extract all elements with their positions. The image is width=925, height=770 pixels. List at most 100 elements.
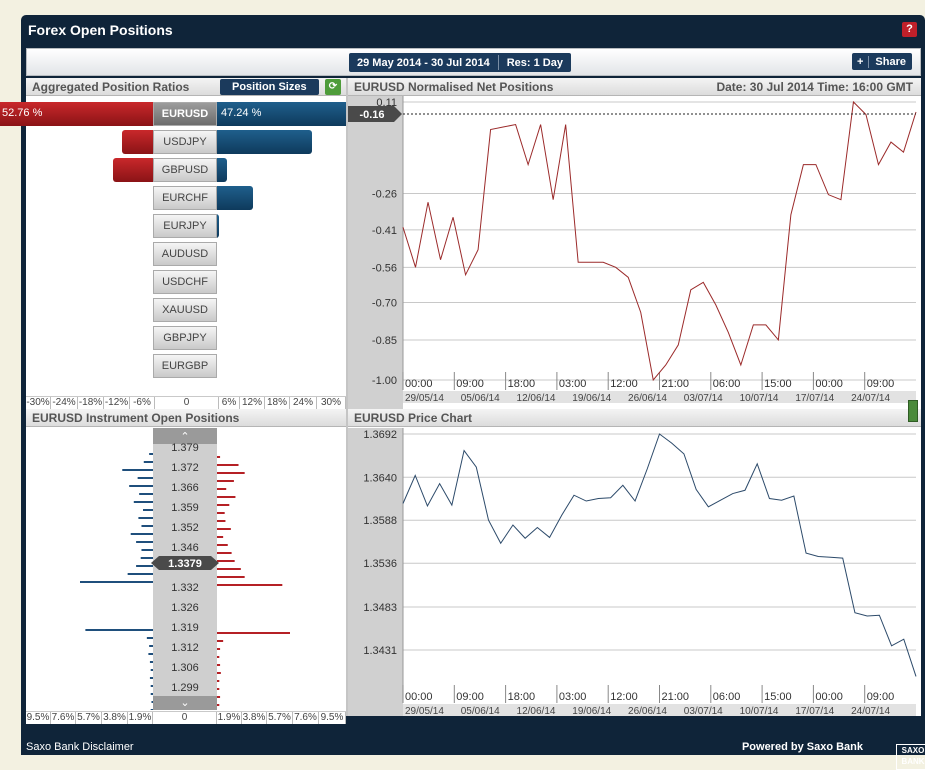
ratio-axis-tick: -24% <box>51 397 78 409</box>
saxo-bank-logo: SAXO BANK <box>896 744 925 770</box>
current-value-marker <box>348 106 402 122</box>
x-date-label: 19/06/14 <box>572 706 611 716</box>
x-time-label: 06:00 <box>713 691 741 703</box>
date-range-label[interactable]: 29 May 2014 - 30 Jul 2014 <box>357 56 490 69</box>
long-position-bar <box>217 488 227 490</box>
pair-button-gbpjpy[interactable]: GBPJPY <box>153 326 217 350</box>
share-button[interactable]: + Share <box>851 53 912 70</box>
resize-handle[interactable] <box>908 400 918 422</box>
open-positions-header: EURUSD Instrument Open Positions <box>26 409 346 427</box>
x-date-label: 03/07/14 <box>684 393 723 404</box>
y-tick-label: -0.56 <box>372 262 397 274</box>
date-strip <box>403 391 916 403</box>
series-line <box>402 100 917 382</box>
ratio-axis-tick: 30% <box>317 397 346 409</box>
x-time-label: 09:00 <box>867 378 895 390</box>
price-level-label: 1.319 <box>171 622 199 634</box>
short-position-bar <box>136 541 153 543</box>
short-position-bar <box>150 669 153 671</box>
long-position-bar <box>217 552 232 554</box>
y-tick-label: -1.00 <box>372 375 397 387</box>
widget-title: Forex Open Positions <box>28 22 173 38</box>
pair-button-audusd[interactable]: AUDUSD <box>153 242 217 266</box>
pair-button-gbpusd[interactable]: GBPUSD <box>153 158 217 182</box>
ratios-header: Aggregated Position Ratios Position Size… <box>26 78 346 96</box>
pair-button-xauusd[interactable]: XAUUSD <box>153 298 217 322</box>
refresh-icon[interactable]: ⟳ <box>325 79 341 95</box>
price-level-label: 1.372 <box>171 462 199 474</box>
price-title: EURUSD Price Chart <box>354 411 473 425</box>
short-position-bar <box>149 661 153 663</box>
long-position-bar <box>217 504 230 506</box>
x-date-label: 26/06/14 <box>628 706 667 716</box>
y-tick-label: -0.41 <box>372 225 397 237</box>
open-axis-tick: 5.7% <box>76 712 102 724</box>
open-axis-tick: 7.6% <box>51 712 76 724</box>
pair-button-eurjpy[interactable]: EURJPY <box>153 214 217 238</box>
price-chart: 1.3692 1.3640 1.3588 1.3536 1.3483 1.3431 00:0… <box>348 428 921 716</box>
price-level-label: 1.299 <box>171 682 199 694</box>
short-position-bar <box>140 557 153 559</box>
long-position-bar <box>217 632 290 634</box>
plus-icon: + <box>852 55 870 68</box>
share-label: Share <box>875 55 906 68</box>
netpos-header: EURUSD Normalised Net Positions Date: 30… <box>348 78 921 96</box>
date-range-selector[interactable]: 29 May 2014 - 30 Jul 2014 Res: 1 Day <box>349 53 571 72</box>
help-button[interactable]: ? <box>902 22 917 37</box>
ratio-axis-tick: -18% <box>78 397 104 409</box>
pair-button-usdchf[interactable]: USDCHF <box>153 270 217 294</box>
x-time-label: 15:00 <box>764 691 792 703</box>
long-position-bar <box>217 672 221 674</box>
long-position-bar <box>217 496 236 498</box>
ratio-axis-tick: 24% <box>290 397 317 409</box>
powered-by: Powered by Saxo Bank <box>741 741 863 753</box>
long-position-bar <box>217 544 228 546</box>
x-time-label: 18:00 <box>508 378 536 390</box>
short-position-bar <box>149 645 153 647</box>
resolution-label[interactable]: Res: 1 Day <box>506 56 563 69</box>
position-sizes-button[interactable]: Position Sizes <box>220 79 319 95</box>
short-position-bar <box>150 709 153 710</box>
y-tick-label: 1.3431 <box>363 645 397 657</box>
chart-background <box>348 96 921 409</box>
pair-button-usdjpy[interactable]: USDJPY <box>153 130 217 154</box>
x-time-label: 12:00 <box>610 378 638 390</box>
short-position-bar <box>146 637 153 639</box>
ratio-axis-tick: 6% <box>219 397 240 409</box>
open-axis-tick: 7.6% <box>293 712 319 724</box>
ratio-axis-tick: -12% <box>104 397 130 409</box>
y-axis-panel <box>348 96 403 409</box>
x-date-label: 03/07/14 <box>684 706 723 716</box>
y-tick-label: 1.3483 <box>363 602 397 614</box>
long-position-bar <box>217 512 225 514</box>
x-date-label: 05/06/14 <box>461 393 500 404</box>
x-date-label: 12/06/14 <box>517 706 556 716</box>
short-position-bar <box>85 629 153 631</box>
long-position-bar <box>217 528 231 530</box>
pair-button-eurusd[interactable]: EURUSD <box>153 102 217 126</box>
price-level-label: 1.346 <box>171 542 199 554</box>
open-positions-axis: 9.5% 7.6% 5.7% 3.8% 1.9% 0 1.9% 3.8% 5.7% 7.6% 9.5… <box>26 711 346 724</box>
x-date-label: 10/07/14 <box>740 393 779 404</box>
open-axis-tick: 1.9% <box>217 712 242 724</box>
long-position-bar <box>217 576 245 578</box>
x-date-label: 05/06/14 <box>461 706 500 716</box>
x-time-label: 18:00 <box>508 691 536 703</box>
short-position-bar <box>80 581 153 583</box>
x-time-label: 21:00 <box>662 691 690 703</box>
open-axis-tick: 3.8% <box>242 712 267 724</box>
long-position-bar <box>217 648 221 650</box>
long-position-bar <box>217 688 220 690</box>
pair-button-eurgbp[interactable]: EURGBP <box>153 354 217 378</box>
open-positions-chart: ⌃ ⌄ 1.379 1.372 1.366 1.359 1.352 1.346 1.332 1.3… <box>26 428 346 710</box>
x-date-label: 29/05/14 <box>405 706 444 716</box>
long-position-bar <box>217 464 239 466</box>
open-positions-title: EURUSD Instrument Open Positions <box>32 411 240 425</box>
y-tick-label: -0.70 <box>372 297 397 309</box>
long-position-bar <box>217 664 221 666</box>
disclaimer-link[interactable]: Saxo Bank Disclaimer <box>26 741 134 753</box>
ratios-panel: 52.76 % 47.24 % EURUSD USDJPY GBPUSD EURCHF EU… <box>0 96 385 396</box>
ratios-axis: -30% -24% -18% -12% -6% 0 6% 12% 18% 24% 30% <box>26 396 346 409</box>
long-position-bar <box>217 568 241 570</box>
pair-button-eurchf[interactable]: EURCHF <box>153 186 217 210</box>
